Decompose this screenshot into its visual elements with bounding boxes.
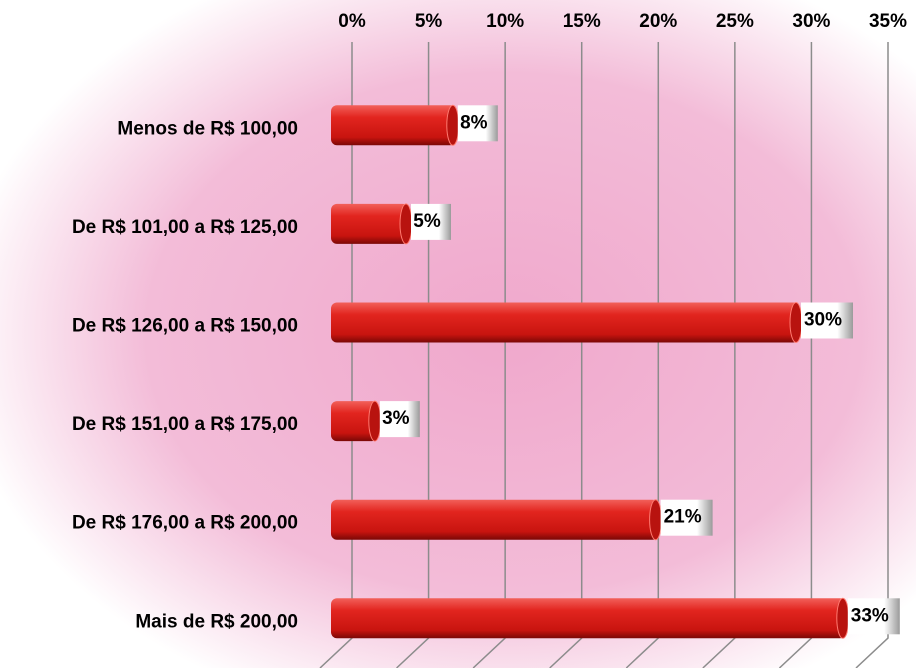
value-label-box <box>457 105 498 142</box>
value-label: 21% <box>664 507 702 528</box>
bar-cap <box>789 302 803 343</box>
value-label: 3% <box>382 408 410 429</box>
bar <box>331 401 378 442</box>
x-tick-label: 20% <box>639 11 677 32</box>
x-tick-label: 25% <box>716 11 754 32</box>
bar <box>331 105 456 146</box>
y-tick-label: De R$ 151,00 a R$ 175,00 <box>72 414 298 435</box>
bar <box>331 203 409 244</box>
bar <box>331 499 659 540</box>
bar-cap <box>649 499 663 541</box>
value-label: 8% <box>460 112 488 133</box>
x-tick-label: 35% <box>869 11 907 32</box>
bar-cap <box>446 104 460 146</box>
value-label-box <box>660 499 713 536</box>
value-label-box <box>411 203 451 240</box>
x-tick-label: 15% <box>563 11 601 32</box>
x-tick-label: 30% <box>792 11 830 32</box>
bar-cap <box>836 597 850 639</box>
y-tick-label: De R$ 101,00 a R$ 125,00 <box>72 217 298 238</box>
value-label: 5% <box>413 211 441 232</box>
y-tick-label: Menos de R$ 100,00 <box>117 118 298 139</box>
bars: 8% 5% 30% 3% 21% 33% <box>331 104 900 639</box>
x-tick-label: 10% <box>486 11 524 32</box>
bar-cap <box>399 203 413 245</box>
value-label-box <box>847 598 900 635</box>
y-tick-label: Mais de R$ 200,00 <box>135 611 298 632</box>
value-label-box <box>801 302 853 339</box>
bar <box>331 598 846 639</box>
grid-line <box>855 42 889 668</box>
y-tick-label: De R$ 126,00 a R$ 150,00 <box>72 316 298 337</box>
x-tick-label: 0% <box>338 11 366 32</box>
x-tick-label: 5% <box>415 11 443 32</box>
bar-cap <box>368 400 382 442</box>
bar <box>331 302 799 343</box>
y-tick-label: De R$ 176,00 a R$ 200,00 <box>72 513 298 534</box>
value-label-box <box>379 401 420 438</box>
value-label: 30% <box>804 310 842 331</box>
value-label: 33% <box>851 605 889 626</box>
